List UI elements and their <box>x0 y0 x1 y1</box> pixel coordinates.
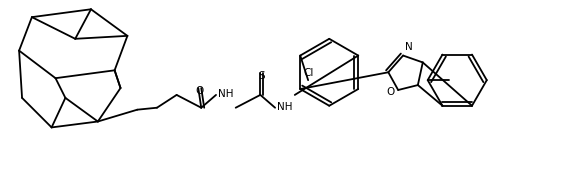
Text: S: S <box>258 71 265 81</box>
Text: O: O <box>195 86 203 96</box>
Text: NH: NH <box>218 89 233 99</box>
Text: N: N <box>405 42 413 52</box>
Text: Cl: Cl <box>303 68 314 78</box>
Text: O: O <box>386 87 394 97</box>
Text: NH: NH <box>277 102 293 112</box>
